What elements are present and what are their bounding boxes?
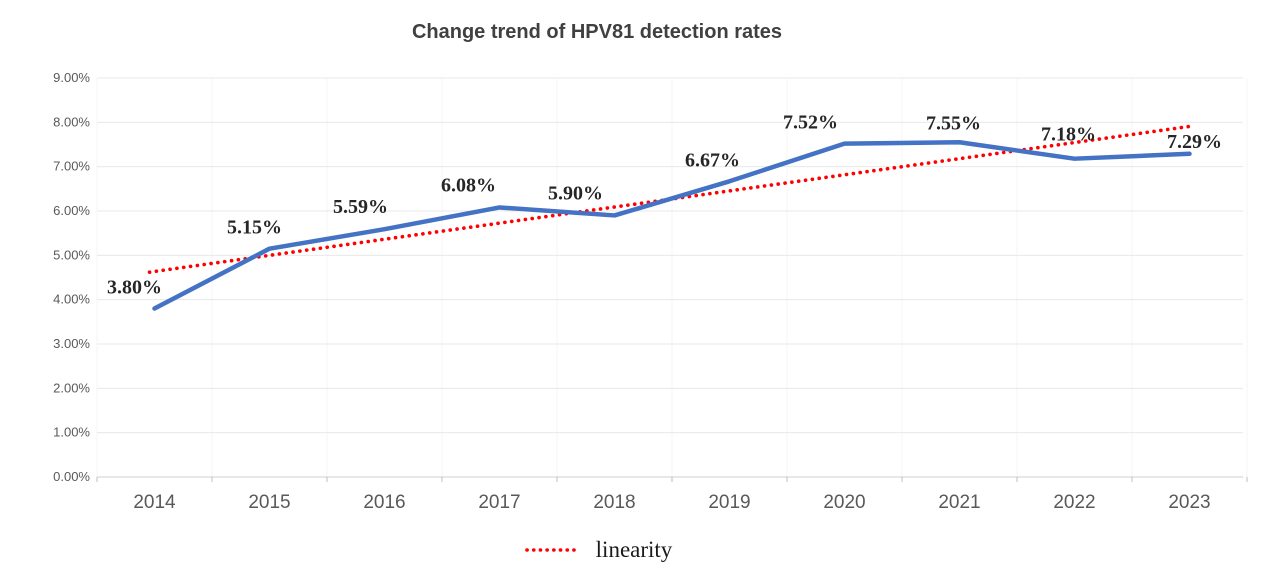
- legend: linearity: [0, 537, 1196, 563]
- y-tick-label: 9.00%: [53, 70, 90, 85]
- chart-title: Change trend of HPV81 detection rates: [411, 21, 783, 43]
- x-tick-label: 2018: [593, 492, 635, 513]
- y-tick-label: 3.00%: [53, 336, 90, 351]
- y-tick-label: 7.00%: [53, 159, 90, 174]
- y-tick-label: 2.00%: [53, 380, 90, 395]
- y-tick-label: 6.00%: [53, 203, 90, 218]
- legend-label-linearity: linearity: [595, 537, 673, 562]
- detection-rate-line: [152, 140, 1192, 311]
- x-tick-label: 2019: [708, 492, 750, 513]
- x-tick-label: 2022: [1053, 492, 1095, 513]
- data-label: 6.08%: [441, 174, 496, 196]
- data-label: 5.15%: [227, 217, 282, 239]
- data-label: 3.80%: [107, 277, 162, 299]
- data-label: 6.67%: [685, 149, 740, 171]
- data-label: 7.29%: [1167, 131, 1222, 153]
- y-tick-label: 0.00%: [53, 469, 90, 484]
- data-label: 7.18%: [1041, 124, 1096, 146]
- y-tick-label: 5.00%: [53, 247, 90, 262]
- linearity-legend-swatch: [524, 548, 581, 552]
- data-label: 5.90%: [548, 182, 603, 204]
- x-tick-label: 2017: [478, 492, 520, 513]
- data-label: 5.59%: [333, 196, 388, 218]
- x-tick-label: 2014: [133, 492, 176, 513]
- x-tick-label: 2020: [823, 492, 865, 513]
- y-tick-label: 8.00%: [53, 114, 90, 129]
- x-tick-label: 2023: [1168, 492, 1210, 513]
- data-label: 7.52%: [783, 112, 838, 134]
- x-tick-label: 2021: [938, 492, 980, 513]
- x-tick-label: 2016: [363, 492, 405, 513]
- y-tick-label: 1.00%: [53, 425, 90, 440]
- x-tick-label: 2015: [248, 492, 290, 513]
- y-tick-label: 4.00%: [53, 292, 90, 307]
- data-label: 7.55%: [926, 112, 981, 134]
